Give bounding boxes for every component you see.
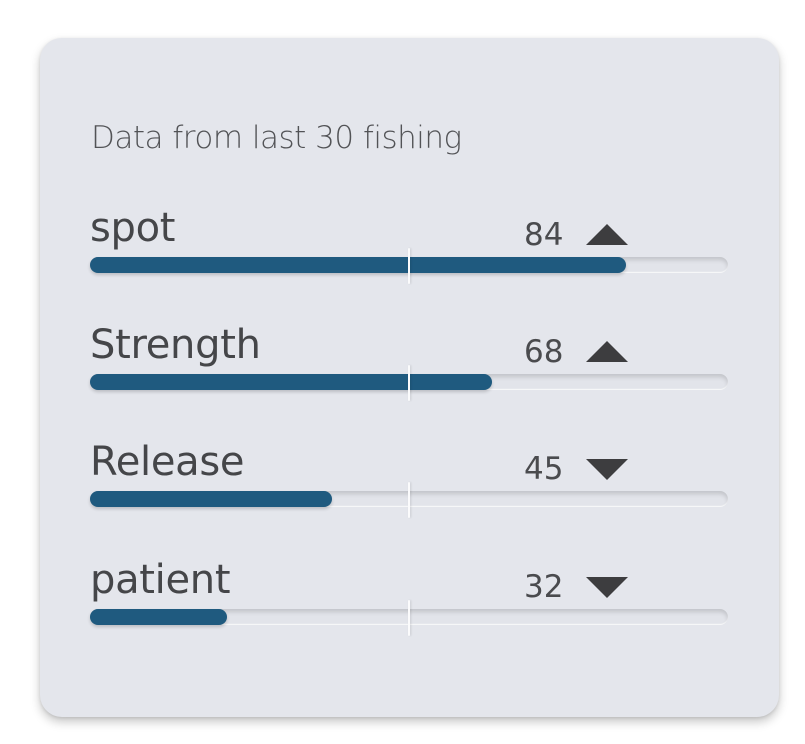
progress-fill [90, 374, 492, 390]
triangle-up-icon [586, 224, 628, 245]
metric-row-spot: spot 84 [40, 208, 779, 298]
metric-value: 84 [524, 217, 564, 253]
progress-track [90, 482, 728, 518]
metric-label: patient [90, 557, 231, 603]
metric-row-strength: Strength 68 [40, 325, 779, 415]
stats-card: Data from last 30 fishing spot 84 Streng… [40, 38, 779, 717]
midpoint-marker [408, 600, 410, 636]
progress-fill [90, 257, 626, 273]
progress-track [90, 365, 728, 401]
progress-fill [90, 491, 333, 507]
metric-row-release: Release 45 [40, 442, 779, 532]
card-subtitle: Data from last 30 fishing [91, 120, 462, 156]
midpoint-marker [408, 482, 410, 518]
progress-track [90, 248, 728, 284]
triangle-down-icon [586, 459, 628, 480]
metric-label: Strength [90, 322, 261, 368]
midpoint-marker [408, 365, 410, 401]
midpoint-marker [408, 248, 410, 284]
triangle-down-icon [586, 577, 628, 598]
metric-label: Release [90, 439, 245, 485]
metric-value: 45 [524, 451, 564, 487]
metric-value: 68 [524, 334, 564, 370]
progress-track [90, 600, 728, 636]
progress-fill [90, 609, 228, 625]
metric-value: 32 [524, 569, 564, 605]
metric-row-patient: patient 32 [40, 560, 779, 650]
metric-label: spot [90, 205, 176, 251]
triangle-up-icon [586, 341, 628, 362]
